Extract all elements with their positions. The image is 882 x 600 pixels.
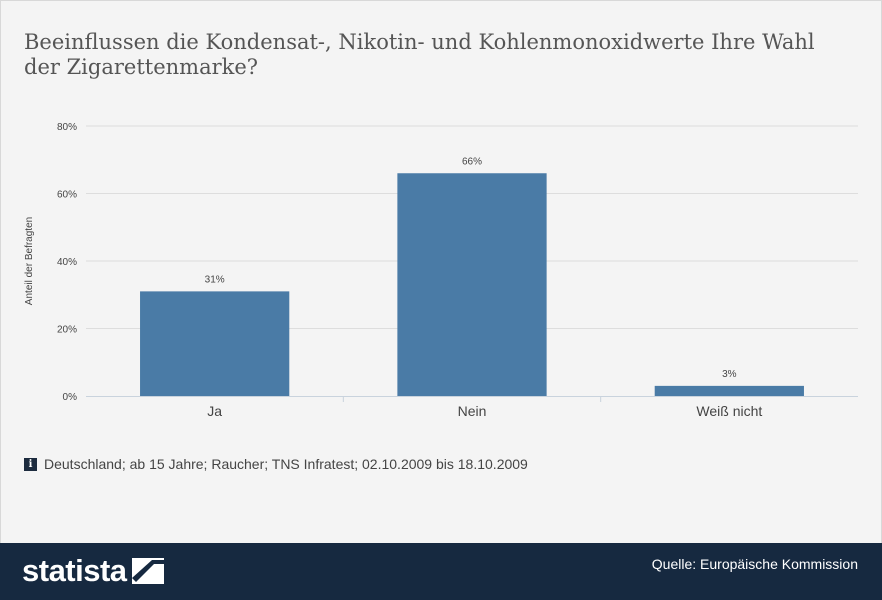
y-tick-label: 0% [63,392,78,403]
y-tick-label: 40% [57,257,77,268]
note-text: Deutschland; ab 15 Jahre; Raucher; TNS I… [44,456,528,472]
x-tick-label: Nein [458,403,487,419]
info-icon[interactable]: i [24,457,37,471]
y-tick-label: 20% [57,325,77,336]
bar [397,173,547,396]
x-tick-label: Ja [207,403,222,419]
chart-title: Beeinflussen die Kondensat-, Nikotin- un… [24,30,815,79]
bar [140,291,290,396]
source-text: Quelle: Europäische Kommission [651,556,858,572]
footer-bar: statista Quelle: Europäische Kommission [0,543,882,600]
data-label: 3% [722,369,737,380]
x-tick-label: Weiß nicht [696,403,762,419]
data-label: 31% [205,274,225,285]
statista-logo[interactable]: statista [22,553,164,589]
chart-note: i Deutschland; ab 15 Jahre; Raucher; TNS… [24,456,528,472]
bar [654,385,804,396]
data-label: 66% [462,156,482,167]
brand-name: statista [22,553,127,588]
y-tick-label: 80% [57,122,77,133]
bar-chart: 0% 20% 40% 60% 80% Anteil der Befragten 31% Ja 6… [24,122,858,419]
statista-logo-icon [131,558,164,584]
y-tick-label: 60% [57,190,77,201]
y-axis-label: Anteil der Befragten [24,217,35,305]
